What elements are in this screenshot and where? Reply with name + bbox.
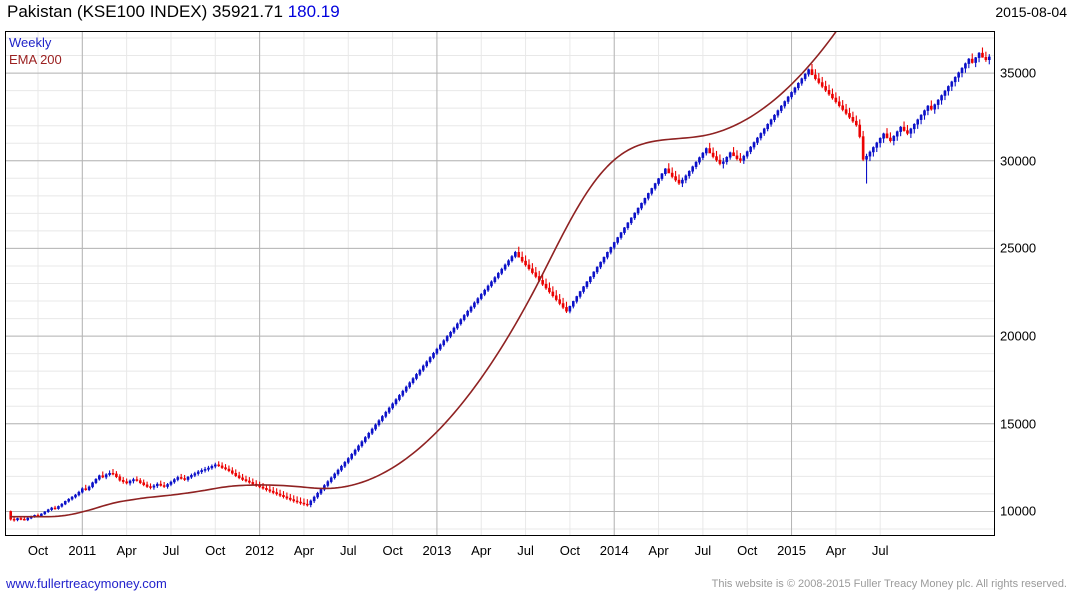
x-axis-tick-label: Apr [648, 543, 669, 558]
chart-header: Pakistan (KSE100 INDEX) 35921.71 180.19 … [0, 0, 1075, 28]
ema-200-line [9, 31, 838, 518]
x-axis-tick-label: Jul [694, 543, 712, 558]
y-axis-tick-label: 15000 [1000, 416, 1037, 432]
y-axis-tick-label: 20000 [1000, 328, 1037, 344]
legend-interval: Weekly [9, 35, 52, 50]
x-axis-tick-label: Apr [471, 543, 492, 558]
legend-ema: EMA 200 [9, 52, 62, 67]
y-axis-tick-label: 10000 [1000, 503, 1037, 519]
x-axis-tick-label: 2015 [777, 543, 806, 558]
x-axis-tick-label: 2014 [599, 543, 629, 558]
x-axis-tick-label: Jul [339, 543, 357, 558]
chart-footer: www.fullertreacymoney.com This website i… [0, 574, 1075, 600]
x-axis-tick-label: Apr [116, 543, 137, 558]
instrument-name: Pakistan (KSE100 INDEX) [7, 2, 208, 21]
x-axis-tick-label: 2011 [68, 543, 97, 558]
x-axis-tick-label: Oct [737, 543, 758, 558]
last-price: 35921.71 [212, 2, 283, 21]
site-link[interactable]: www.fullertreacymoney.com [6, 576, 167, 591]
x-axis-tick-label: 2012 [245, 543, 275, 558]
x-axis-tick-label: Oct [27, 543, 49, 558]
x-axis-tick-label: Jul [871, 543, 889, 558]
y-axis-labels: 10000 15000 20000 25000 30000 35000 [1000, 31, 1075, 536]
plot-border [5, 31, 995, 536]
x-axis-tick-label: Oct [559, 543, 581, 558]
x-axis-tick-label: Apr [293, 543, 315, 558]
x-axis-tick-label: Jul [517, 543, 534, 558]
x-axis-labels: Oct 2011 Apr Jul Oct 2012 Apr Jul Oct 2013 Apr Jul O… [0, 543, 1075, 565]
y-axis-tick-label: 35000 [1000, 65, 1037, 81]
y-axis-tick-label: 25000 [1000, 240, 1037, 256]
copyright-text: This website is © 2008-2015 Fuller Treac… [711, 578, 1067, 590]
price-change: 180.19 [287, 2, 340, 21]
price-candlestick-plot[interactable] [5, 31, 995, 536]
major-gridlines [5, 31, 995, 536]
y-axis-tick-label: 30000 [1000, 153, 1037, 169]
as-of-date: 2015-08-04 [995, 4, 1067, 20]
x-axis-tick-label: Oct [205, 543, 226, 558]
chart-title: Pakistan (KSE100 INDEX) 35921.71 180.19 [7, 2, 340, 22]
x-axis-tick-label: Jul [162, 543, 180, 558]
x-axis-tick-label: Oct [382, 543, 403, 558]
x-axis-tick-label: 2013 [422, 543, 452, 558]
chart-legend: Weekly EMA 200 [9, 34, 62, 68]
x-axis-tick-label: Apr [825, 543, 846, 558]
plot-area[interactable] [5, 31, 995, 536]
